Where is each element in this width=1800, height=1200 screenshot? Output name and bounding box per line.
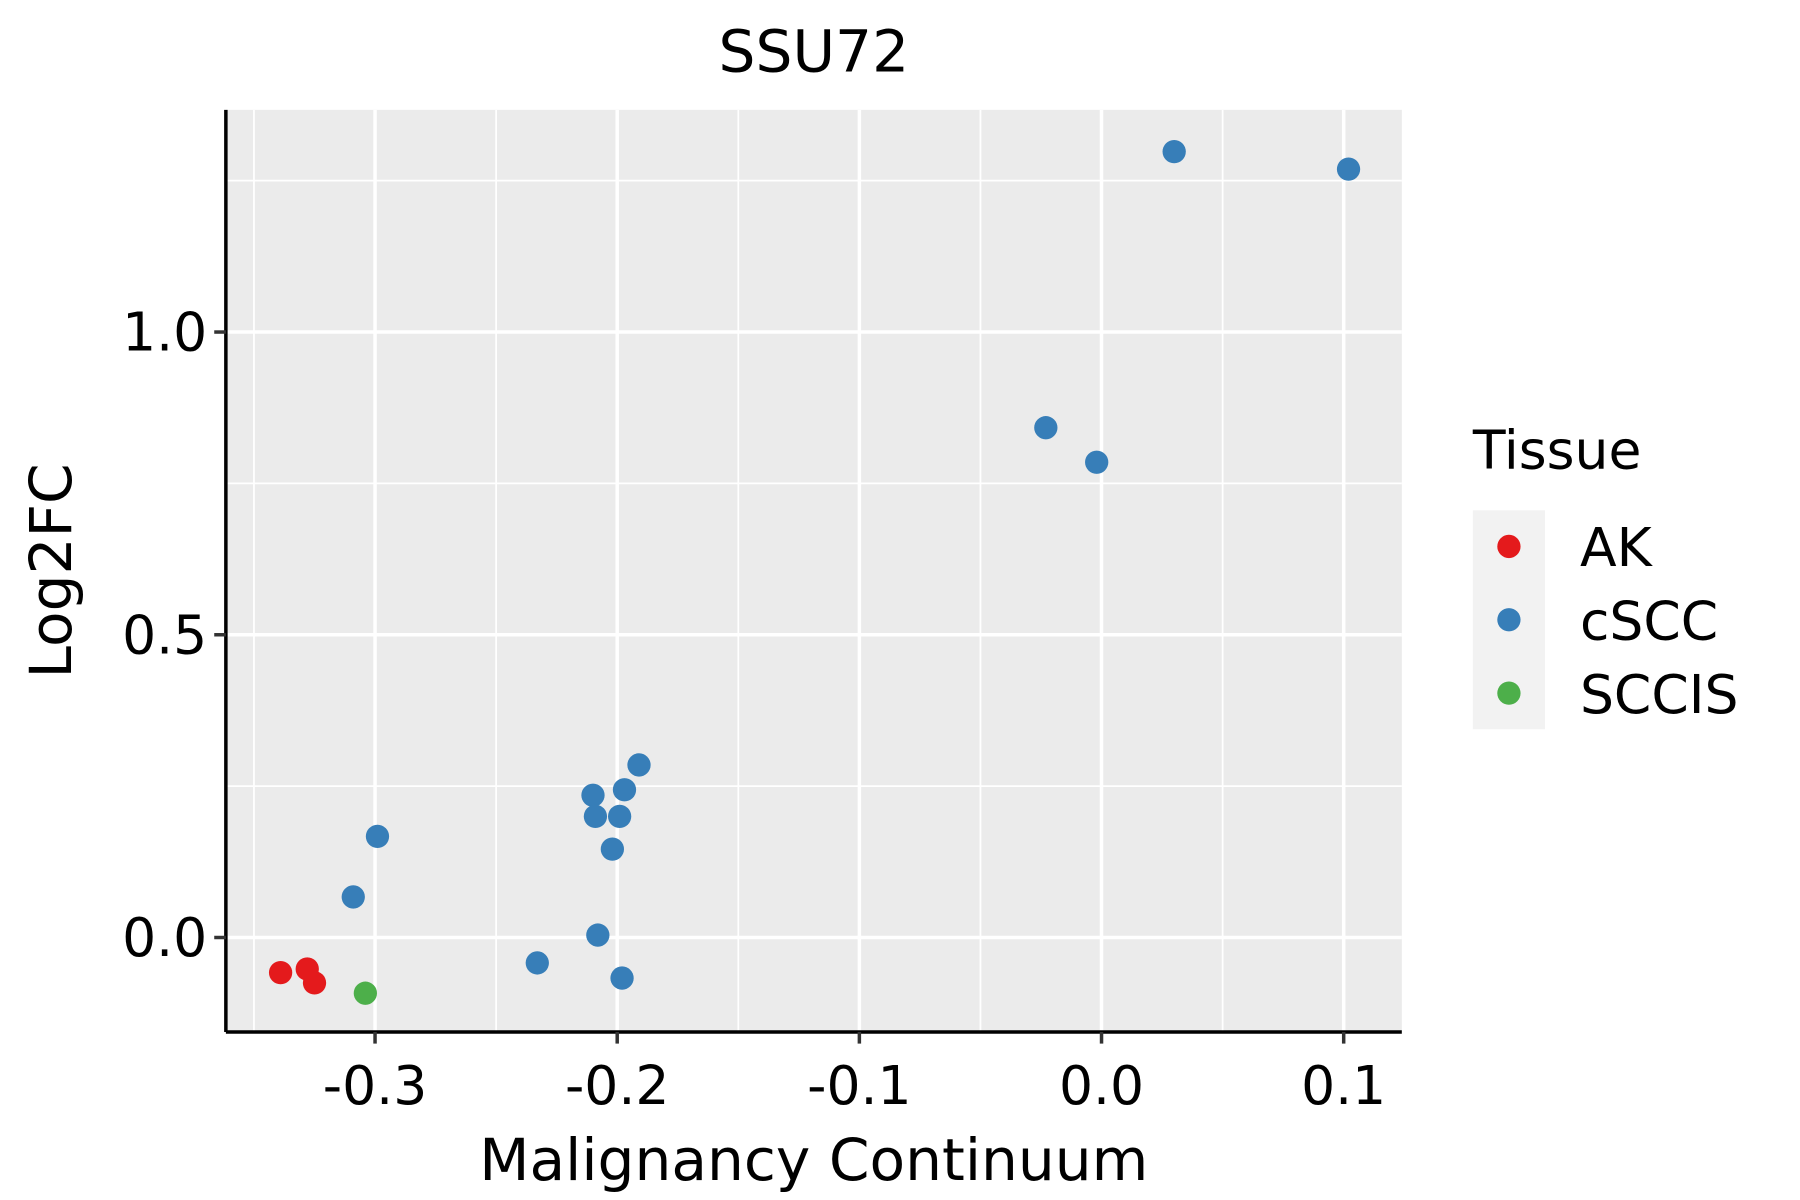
data-point-cscc bbox=[612, 778, 637, 802]
data-point-cscc bbox=[586, 923, 610, 947]
data-point-cscc bbox=[525, 951, 549, 975]
legend-key-cscc bbox=[1497, 608, 1521, 632]
grid-lines bbox=[225, 109, 1402, 1032]
data-point-cscc bbox=[365, 824, 390, 849]
data-point-cscc bbox=[583, 804, 608, 829]
legend-label-sccis: SCCIS bbox=[1580, 663, 1739, 726]
data-point-cscc bbox=[1085, 450, 1109, 474]
data-point-cscc bbox=[610, 966, 634, 990]
data-point-cscc bbox=[600, 837, 625, 861]
chart-title: SSU72 bbox=[719, 17, 910, 85]
data-point-sccis bbox=[353, 981, 378, 1005]
legend-key-ak bbox=[1497, 534, 1521, 559]
y-tick-label: 1.0 bbox=[122, 301, 207, 364]
y-tick-label: 0.5 bbox=[122, 603, 207, 666]
plot-panel bbox=[225, 109, 1402, 1032]
data-points bbox=[268, 139, 1361, 1005]
legend-label-ak: AK bbox=[1580, 516, 1654, 579]
data-point-cscc bbox=[607, 804, 632, 829]
x-tick-label: 0.1 bbox=[1301, 1054, 1386, 1117]
x-tick-label: 0.0 bbox=[1059, 1054, 1144, 1117]
data-point-cscc bbox=[1162, 139, 1186, 164]
x-tick-label: -0.2 bbox=[565, 1054, 669, 1117]
data-point-ak bbox=[302, 971, 327, 995]
legend: AK cSCC SCCIS bbox=[1472, 510, 1739, 730]
y-axis-label: Log2FC bbox=[17, 463, 85, 678]
x-tick-label: -0.1 bbox=[807, 1054, 911, 1117]
y-tick-label: 0.0 bbox=[122, 906, 207, 969]
legend-title: Tissue bbox=[1472, 418, 1642, 481]
data-point-cscc bbox=[581, 783, 605, 807]
data-point-cscc bbox=[627, 753, 651, 777]
legend-label-cscc: cSCC bbox=[1580, 590, 1718, 653]
data-point-cscc bbox=[341, 885, 365, 909]
legend-key-sccis bbox=[1497, 681, 1521, 705]
data-point-ak bbox=[268, 960, 293, 985]
data-point-cscc bbox=[1336, 157, 1361, 181]
x-tick-label: -0.3 bbox=[323, 1054, 427, 1117]
axis-ticks: -0.3 -0.2 -0.1 0.0 0.1 0.0 0.5 1.0 bbox=[122, 301, 1386, 1117]
x-axis-label: Malignancy Continuum bbox=[479, 1126, 1148, 1194]
data-point-cscc bbox=[1034, 416, 1058, 440]
